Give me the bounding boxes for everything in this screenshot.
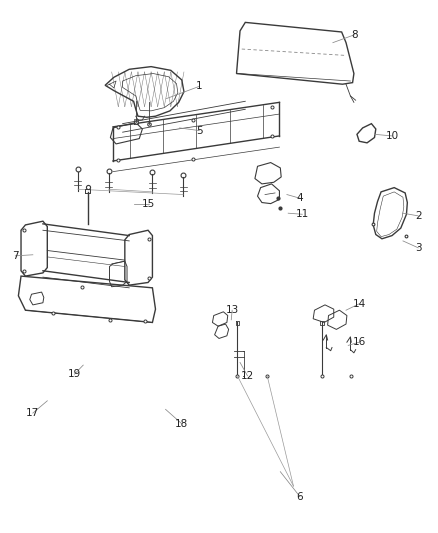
Text: 17: 17 bbox=[26, 408, 39, 418]
Text: 2: 2 bbox=[415, 211, 422, 221]
Text: 1: 1 bbox=[196, 82, 203, 91]
Text: 14: 14 bbox=[353, 299, 366, 309]
Text: 7: 7 bbox=[12, 251, 19, 261]
Text: 13: 13 bbox=[226, 305, 239, 315]
Text: 12: 12 bbox=[241, 371, 254, 381]
Text: 6: 6 bbox=[297, 492, 304, 502]
Text: 3: 3 bbox=[415, 243, 422, 253]
Text: 11: 11 bbox=[296, 209, 309, 219]
Text: 16: 16 bbox=[353, 337, 366, 347]
Text: 8: 8 bbox=[351, 30, 358, 39]
Text: 15: 15 bbox=[142, 199, 155, 208]
Text: 18: 18 bbox=[175, 419, 188, 429]
Text: 19: 19 bbox=[68, 369, 81, 379]
Text: 4: 4 bbox=[297, 193, 304, 203]
Text: 5: 5 bbox=[196, 126, 203, 135]
Text: 10: 10 bbox=[385, 131, 399, 141]
